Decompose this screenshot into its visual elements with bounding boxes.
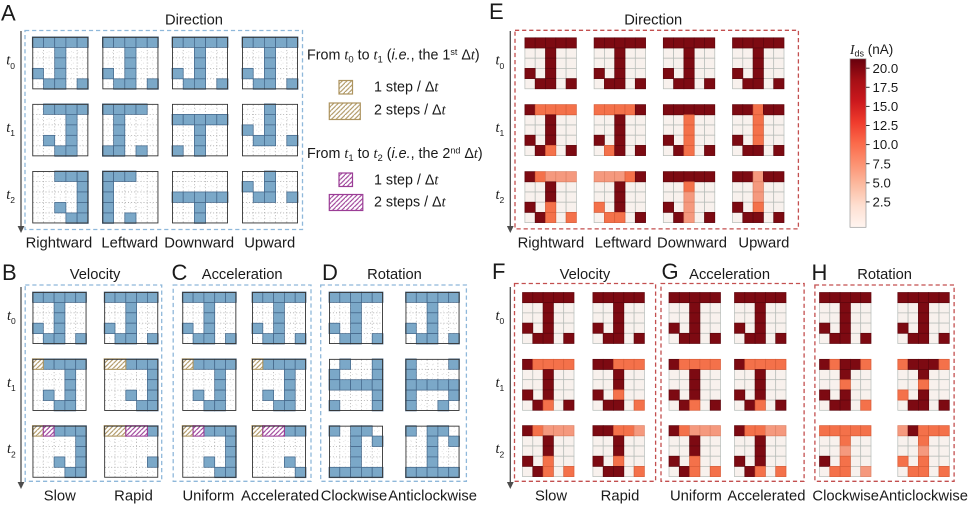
svg-text:5.0: 5.0 [873, 175, 891, 190]
svg-text:Downward: Downward [657, 235, 727, 251]
svg-text:Rightward: Rightward [518, 235, 585, 251]
svg-text:Rapid: Rapid [601, 489, 640, 505]
svg-text:Rightward: Rightward [26, 235, 93, 251]
svg-text:D: D [322, 260, 338, 285]
svg-text:2 steps / Δt: 2 steps / Δt [374, 195, 447, 211]
svg-text:t1: t1 [6, 120, 15, 138]
svg-text:7.5: 7.5 [873, 156, 891, 171]
svg-text:Rotation: Rotation [367, 267, 422, 283]
svg-text:17.5: 17.5 [873, 80, 899, 95]
svg-text:Clockwise: Clockwise [812, 489, 879, 505]
svg-text:Clockwise: Clockwise [321, 489, 388, 505]
svg-text:Direction: Direction [165, 13, 223, 29]
svg-text:Anticlockwise: Anticlockwise [388, 489, 477, 505]
svg-text:Rapid: Rapid [114, 489, 153, 505]
svg-text:t0: t0 [7, 308, 16, 326]
svg-text:A: A [1, 1, 16, 26]
svg-text:Direction: Direction [624, 13, 682, 29]
svg-text:Acceleration: Acceleration [202, 267, 283, 283]
svg-text:t2: t2 [7, 441, 16, 459]
svg-text:G: G [662, 259, 679, 284]
svg-text:2.5: 2.5 [873, 195, 891, 210]
svg-text:t1: t1 [496, 120, 505, 138]
svg-text:Upward: Upward [244, 235, 295, 251]
svg-text:From t0 to t1 (i.e., the 1st Δ: From t0 to t1 (i.e., the 1st Δt) [307, 47, 480, 65]
svg-text:Ids (nA): Ids (nA) [849, 42, 893, 59]
svg-text:t2: t2 [496, 187, 505, 205]
svg-text:t1: t1 [7, 375, 16, 393]
svg-text:t2: t2 [496, 441, 505, 459]
svg-text:Slow: Slow [44, 489, 76, 505]
svg-text:C: C [172, 260, 188, 285]
svg-text:1 step / Δt: 1 step / Δt [374, 80, 439, 96]
svg-text:Anticlockwise: Anticlockwise [879, 489, 968, 505]
svg-text:12.5: 12.5 [873, 118, 899, 133]
svg-text:Accelerated: Accelerated [241, 489, 319, 505]
svg-text:t1: t1 [496, 375, 505, 393]
svg-text:t0: t0 [6, 53, 15, 71]
svg-text:Slow: Slow [535, 489, 567, 505]
svg-text:Leftward: Leftward [595, 235, 652, 251]
svg-text:Uniform: Uniform [670, 489, 722, 505]
svg-text:E: E [489, 0, 504, 24]
svg-text:Accelerated: Accelerated [727, 489, 805, 505]
svg-text:15.0: 15.0 [873, 99, 899, 114]
svg-text:Upward: Upward [738, 235, 789, 251]
svg-text:t0: t0 [496, 308, 505, 326]
svg-text:F: F [492, 259, 505, 284]
svg-text:From t1 to t2 (i.e., the 2nd Δ: From t1 to t2 (i.e., the 2nd Δt) [307, 146, 483, 164]
svg-text:2 steps / Δt: 2 steps / Δt [374, 103, 447, 119]
svg-text:Velocity: Velocity [70, 267, 121, 283]
svg-text:10.0: 10.0 [873, 137, 899, 152]
svg-text:Velocity: Velocity [560, 267, 611, 283]
svg-text:Rotation: Rotation [857, 267, 912, 283]
svg-text:1 step / Δt: 1 step / Δt [374, 173, 439, 189]
svg-text:Acceleration: Acceleration [689, 267, 770, 283]
svg-text:Leftward: Leftward [101, 235, 158, 251]
svg-text:20.0: 20.0 [873, 61, 899, 76]
svg-text:Uniform: Uniform [183, 489, 235, 505]
svg-text:B: B [2, 260, 17, 285]
svg-text:H: H [812, 260, 828, 285]
svg-text:t2: t2 [6, 187, 15, 205]
svg-text:Downward: Downward [164, 235, 234, 251]
svg-text:t0: t0 [496, 53, 505, 71]
